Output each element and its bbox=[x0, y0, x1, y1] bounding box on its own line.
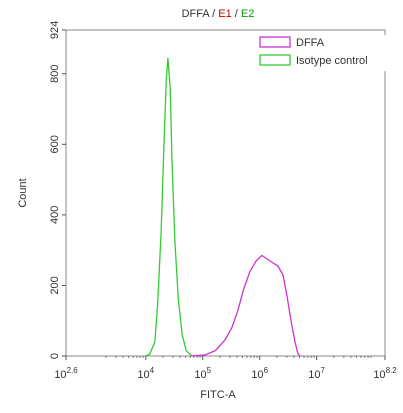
y-tick-label: 200 bbox=[49, 276, 61, 294]
y-axis-label: Count bbox=[17, 178, 29, 207]
title-part: / bbox=[232, 8, 241, 20]
x-tick-label: 105 bbox=[194, 366, 211, 381]
y-tick-label: 0 bbox=[49, 353, 61, 359]
legend-swatch bbox=[259, 36, 291, 48]
x-tick-label: 108.2 bbox=[373, 366, 397, 381]
title-part: E1 bbox=[218, 8, 231, 20]
plot-frame bbox=[65, 29, 386, 357]
legend-label: Isotype control bbox=[296, 55, 368, 67]
y-tick-label: 800 bbox=[49, 65, 61, 83]
chart-title: DFFA / E1 / E2 bbox=[182, 8, 255, 20]
y-tick-label: 600 bbox=[49, 135, 61, 153]
title-part: / bbox=[209, 8, 218, 20]
y-tick-label: 924 bbox=[49, 21, 61, 39]
legend-label: DFFA bbox=[296, 37, 325, 49]
data-line bbox=[190, 254, 301, 357]
x-axis-label: FITC-A bbox=[200, 389, 236, 401]
legend-swatch bbox=[259, 54, 291, 66]
x-tick-label: 104 bbox=[137, 366, 154, 381]
title-part: DFFA bbox=[182, 8, 211, 20]
x-tick-label: 102.6 bbox=[54, 366, 78, 381]
x-tick-label: 107 bbox=[308, 366, 325, 381]
data-line bbox=[145, 57, 193, 357]
title-part: E2 bbox=[241, 8, 254, 20]
y-tick-label: 400 bbox=[49, 206, 61, 224]
x-tick-label: 106 bbox=[251, 366, 268, 381]
